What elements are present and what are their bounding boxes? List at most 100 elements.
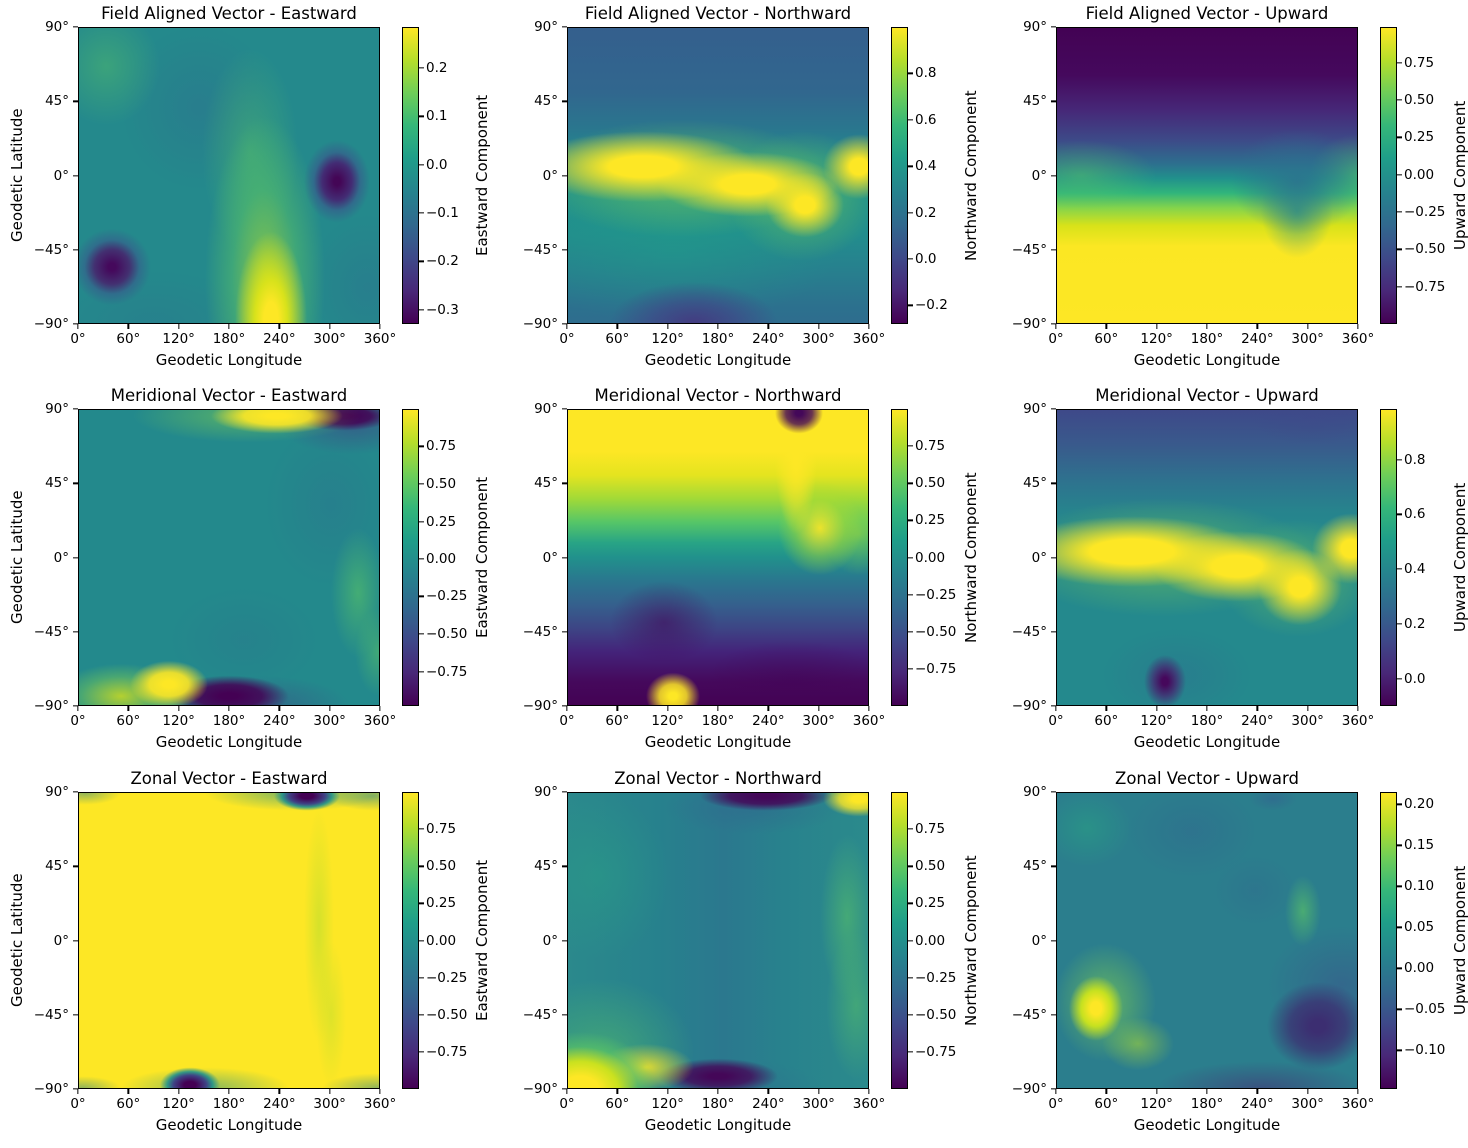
colorbar-tick-mark: [419, 902, 424, 905]
x-tick-label: 120°: [1140, 713, 1173, 729]
y-tick-label: −45°: [33, 623, 69, 640]
colorbar-tick-mark: [908, 593, 913, 596]
colorbar-tick-mark: [419, 212, 424, 214]
colorbar-tick-mark: [1397, 677, 1402, 680]
x-tick-mark: [667, 1089, 669, 1094]
colorbar-tick-mark: [908, 939, 913, 942]
plot-title: Zonal Vector - Upward: [1115, 769, 1299, 788]
x-tick-label: 300°: [1291, 1096, 1324, 1112]
x-tick-mark: [1105, 324, 1107, 329]
x-tick-mark: [1206, 1089, 1208, 1094]
colorbar-tick-mark: [908, 865, 913, 867]
x-tick-mark: [77, 324, 79, 329]
colorbar-tick-label: 0.8: [915, 65, 937, 82]
x-tick-mark: [1105, 1089, 1107, 1094]
x-tick-label: 240°: [263, 713, 296, 729]
x-tick-mark: [228, 324, 230, 329]
colorbar-tick-label: 0.50: [426, 476, 457, 492]
x-tick-mark: [228, 1089, 230, 1094]
x-tick-label: 360°: [1341, 713, 1375, 729]
x-tick-mark: [127, 1089, 129, 1094]
x-tick-mark: [1055, 1089, 1057, 1094]
colorbar-tick-mark: [419, 115, 424, 117]
colorbar-tick-mark: [908, 258, 913, 260]
x-tick-label: 300°: [313, 331, 346, 347]
x-axis-label: Geodetic Longitude: [1133, 351, 1281, 369]
y-tick-label: 45°: [45, 93, 69, 110]
colorbar-tick-label: 0.0: [1404, 670, 1426, 687]
colorbar-tick-label: 0.10: [1404, 878, 1435, 895]
x-tick-label: 60°: [116, 331, 141, 347]
colorbar-tick-label: −0.10: [1404, 1042, 1446, 1059]
colorbar-tick-label: −0.25: [426, 588, 468, 605]
x-tick-label: 360°: [852, 713, 886, 729]
x-tick-label: 60°: [1094, 1096, 1119, 1112]
x-tick-label: 120°: [1140, 1096, 1173, 1112]
y-axis-label: Geodetic Latitude: [8, 490, 26, 625]
colorbar: [1380, 27, 1397, 324]
colorbar-tick-mark: [419, 1051, 424, 1053]
x-tick-label: 180°: [701, 713, 735, 729]
y-tick-label: −90°: [33, 316, 69, 332]
colorbar-tick-label: 0.75: [915, 438, 946, 455]
heatmap-field-aligned-eastward: [78, 27, 380, 324]
x-tick-mark: [566, 1089, 568, 1094]
x-tick-label: 180°: [212, 713, 246, 729]
colorbar-tick-label: −0.75: [426, 1043, 468, 1060]
colorbar-tick-label: −0.3: [426, 301, 459, 318]
colorbar-label: Upward Component: [1451, 865, 1468, 1016]
colorbar-tick-mark: [419, 308, 424, 311]
x-tick-mark: [1105, 706, 1107, 711]
colorbar-tick-mark: [1397, 885, 1402, 887]
x-tick-mark: [868, 1089, 870, 1094]
y-tick-label: −45°: [522, 623, 558, 640]
x-axis-label: Geodetic Longitude: [1133, 1116, 1281, 1134]
x-tick-mark: [1156, 706, 1158, 711]
x-tick-label: 0°: [70, 1096, 86, 1112]
x-tick-label: 0°: [559, 331, 575, 347]
x-tick-label: 120°: [651, 1096, 684, 1112]
colorbar-tick-mark: [1397, 99, 1402, 101]
y-tick-label: 0°: [1031, 549, 1047, 566]
colorbar-tick-label: 0.6: [1404, 506, 1426, 523]
x-tick-mark: [278, 706, 280, 711]
heatmap-zonal-eastward: [78, 792, 380, 1089]
y-tick-label: 90°: [534, 19, 558, 35]
colorbar-tick-label: 0.2: [915, 204, 937, 221]
x-tick-label: 0°: [559, 1096, 575, 1112]
x-tick-mark: [767, 706, 769, 711]
colorbar-tick-mark: [908, 556, 913, 559]
x-axis-label: Geodetic Longitude: [155, 733, 303, 751]
x-tick-mark: [228, 706, 230, 711]
x-tick-label: 120°: [651, 713, 684, 729]
y-tick-label: 45°: [45, 858, 69, 875]
colorbar-tick-mark: [1397, 286, 1402, 288]
y-tick-label: 90°: [45, 401, 69, 417]
y-tick-label: 0°: [1031, 167, 1047, 184]
colorbar-tick-label: 0.2: [1404, 615, 1426, 632]
x-tick-mark: [1055, 706, 1057, 711]
x-tick-mark: [767, 1089, 769, 1094]
x-tick-label: 300°: [802, 331, 835, 347]
x-tick-mark: [566, 324, 568, 329]
colorbar-tick-mark: [1397, 248, 1402, 251]
x-tick-label: 0°: [1048, 713, 1064, 729]
colorbar-tick-label: 0.00: [1404, 166, 1435, 183]
x-tick-label: 300°: [313, 1096, 346, 1112]
colorbar-tick-mark: [908, 165, 913, 167]
x-tick-mark: [1357, 324, 1359, 329]
x-tick-mark: [1307, 324, 1309, 329]
x-tick-mark: [868, 706, 870, 711]
x-axis-label: Geodetic Longitude: [644, 733, 792, 751]
colorbar-tick-mark: [908, 445, 913, 447]
x-tick-label: 60°: [1094, 331, 1119, 347]
colorbar-tick-label: 0.00: [915, 549, 946, 566]
x-tick-label: 300°: [802, 713, 835, 729]
colorbar-tick-mark: [1397, 62, 1402, 64]
heatmap-meridional-upward: [1056, 409, 1358, 706]
colorbar: [402, 27, 419, 324]
colorbar-tick-mark: [419, 558, 424, 560]
colorbar-tick-mark: [1397, 513, 1402, 516]
y-tick-label: 45°: [534, 475, 558, 492]
plot-title: Field Aligned Vector - Upward: [1085, 4, 1329, 23]
